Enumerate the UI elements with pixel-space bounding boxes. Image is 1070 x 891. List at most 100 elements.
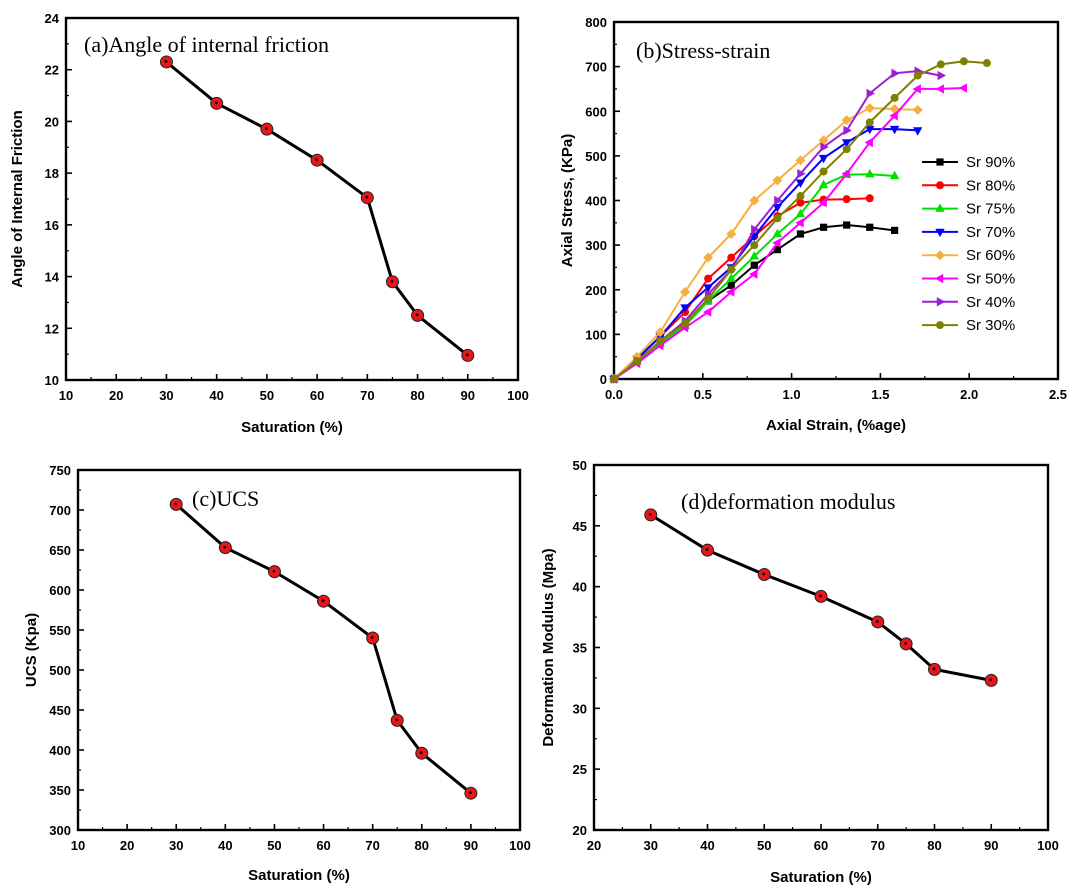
x-tick-label: 30 — [159, 388, 173, 403]
data-point — [889, 170, 900, 180]
data-point-center — [315, 158, 319, 162]
data-point — [865, 194, 874, 203]
x-tick-label: 50 — [757, 838, 771, 853]
x-tick-label: 40 — [218, 838, 232, 853]
data-point-center — [365, 195, 369, 199]
y-tick-label: 400 — [49, 743, 71, 758]
x-tick-label: 20 — [587, 838, 601, 853]
series-line-5 — [613, 87, 964, 380]
legend: Sr 90% Sr 80% Sr 75% Sr 70% Sr 60% Sr 50% Sr 4… — [922, 154, 1015, 334]
data-point-center — [819, 594, 822, 598]
x-tick-label: 90 — [461, 388, 475, 403]
y-tick-label: 300 — [585, 238, 607, 253]
x-tick-label: 60 — [316, 838, 330, 853]
data-point-center — [419, 751, 423, 755]
y-axis-label: Deformation Modulus (Mpa) — [540, 548, 557, 746]
data-point — [726, 228, 737, 239]
data-point — [842, 145, 851, 154]
x-tick-label: 0.5 — [694, 387, 712, 402]
y-tick-label: 600 — [49, 583, 71, 598]
y-tick-label: 25 — [573, 762, 587, 777]
data-point — [704, 274, 713, 283]
series-line — [175, 503, 472, 795]
x-tick-label: 80 — [927, 838, 941, 853]
data-point — [819, 167, 828, 176]
data-point-center — [321, 599, 325, 603]
y-tick-label: 0 — [600, 372, 607, 387]
data-point — [889, 125, 900, 135]
y-tick-label: 16 — [45, 218, 59, 233]
data-point — [912, 104, 923, 115]
y-tick-label: 550 — [49, 623, 71, 638]
x-tick-label: 0.0 — [605, 387, 623, 402]
data-point — [772, 175, 783, 186]
data-point — [841, 115, 852, 126]
y-tick-label: 18 — [45, 166, 59, 181]
data-point — [864, 103, 875, 114]
data-point-center — [223, 545, 227, 549]
x-tick-label: 2.0 — [960, 387, 978, 402]
data-point — [681, 319, 690, 328]
data-point — [889, 111, 898, 121]
data-point — [772, 228, 783, 238]
x-tick-label: 80 — [410, 388, 424, 403]
y-tick-label: 14 — [45, 270, 60, 285]
data-point — [865, 118, 874, 127]
legend-label: Sr 70% — [966, 224, 1015, 241]
data-point — [841, 139, 852, 148]
data-point-center — [762, 572, 766, 576]
data-point — [913, 71, 922, 80]
data-point — [959, 57, 968, 66]
legend-label: Sr 75% — [966, 201, 1015, 218]
data-point — [703, 284, 713, 293]
x-tick-label: 10 — [59, 388, 73, 403]
chart-panel-d: 20 30 40 50 60 70 80 90 100 20 25 30 35 40 45 50 Saturat… — [540, 458, 1059, 886]
data-point — [727, 281, 735, 289]
panel-title: (a)Angle of internal friction — [84, 32, 329, 57]
data-point — [890, 93, 899, 102]
plot-frame — [64, 16, 520, 382]
legend-label: Sr 30% — [966, 317, 1015, 334]
x-tick-label: 100 — [1037, 838, 1059, 853]
x-tick-label: 70 — [360, 388, 374, 403]
legend-label: Sr 80% — [966, 177, 1015, 194]
y-axis-label: Angle of Internal Friction — [9, 110, 26, 288]
y-tick-label: 100 — [585, 327, 607, 342]
data-point — [655, 327, 666, 338]
x-tick-label: 30 — [644, 838, 658, 853]
data-point — [843, 221, 851, 229]
data-point — [750, 241, 759, 250]
data-point — [820, 142, 829, 152]
y-tick-label: 24 — [45, 11, 60, 26]
data-point — [936, 60, 945, 69]
legend-label: Sr 60% — [966, 247, 1015, 264]
y-tick-label: 350 — [49, 783, 71, 798]
y-tick-label: 750 — [49, 463, 71, 478]
legend-label: Sr 40% — [966, 294, 1015, 311]
data-point — [795, 208, 806, 218]
x-tick-label: 30 — [169, 838, 183, 853]
x-axis-label: Axial Strain, (%age) — [766, 417, 906, 434]
y-tick-label: 450 — [49, 703, 71, 718]
data-point-center — [370, 636, 374, 639]
data-point — [726, 273, 736, 282]
x-tick-label: 20 — [120, 838, 134, 853]
x-axis-label: Saturation (%) — [241, 419, 343, 436]
x-axis-label: Saturation (%) — [770, 869, 872, 886]
x-tick-label: 20 — [109, 388, 123, 403]
y-tick-label: 10 — [45, 373, 59, 388]
y-axis-label: UCS (Kpa) — [23, 613, 40, 687]
data-point — [937, 70, 946, 81]
panel-title: (d)deformation modulus — [681, 489, 895, 514]
data-point — [843, 125, 852, 136]
x-tick-label: 1.0 — [783, 387, 801, 402]
y-tick-label: 600 — [585, 104, 607, 119]
data-point — [797, 169, 806, 179]
data-point — [795, 218, 804, 228]
y-tick-label: 45 — [573, 519, 587, 534]
y-tick-label: 20 — [573, 823, 587, 838]
data-point — [727, 265, 736, 274]
data-point — [726, 287, 735, 297]
data-point — [865, 168, 875, 178]
legend-marker — [935, 228, 945, 238]
